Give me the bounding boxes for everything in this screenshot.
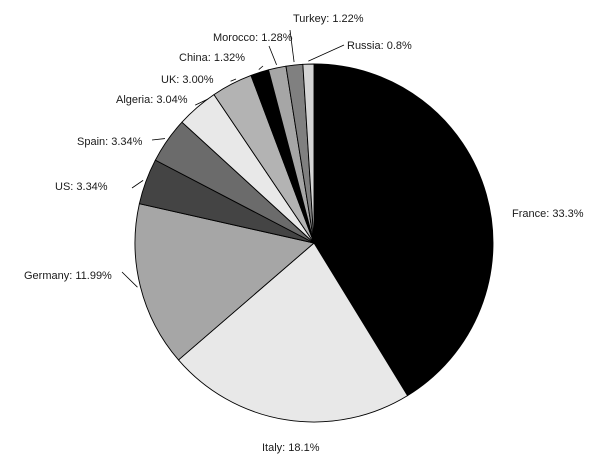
label-germany: Germany: 11.99% <box>24 270 112 282</box>
slice-germany <box>134 203 315 361</box>
slice-france <box>313 63 494 397</box>
label-algeria: Algeria: 3.04% <box>116 94 188 106</box>
label-us: US: 3.34% <box>55 181 108 193</box>
leader-line-russia <box>308 44 345 62</box>
slice-labels: France: 33.3% Italy: 18.1% Germany: 11.9… <box>24 13 584 454</box>
leader-line-morocco <box>268 45 277 66</box>
label-france: France: 33.3% <box>512 208 584 220</box>
leader-line-algeria <box>195 98 209 106</box>
slice-russia <box>302 63 315 244</box>
leader-line-us <box>131 180 144 189</box>
leader-line-spain <box>151 138 165 141</box>
label-italy: Italy: 18.1% <box>262 442 320 454</box>
label-uk: UK: 3.00% <box>161 74 214 86</box>
label-turkey: Turkey: 1.22% <box>293 13 364 25</box>
leader-line-turkey <box>289 29 295 63</box>
label-morocco: Morocco: 1.28% <box>213 32 293 44</box>
slice-italy <box>178 242 408 423</box>
label-china: China: 1.32% <box>179 52 245 64</box>
label-russia: Russia: 0.8% <box>347 40 412 52</box>
label-leader-lines <box>121 29 345 288</box>
leader-line-germany <box>121 271 138 288</box>
leader-line-china <box>258 65 264 70</box>
label-spain: Spain: 3.34% <box>77 136 143 148</box>
leader-line-uk <box>230 78 237 82</box>
pie-slices <box>134 63 494 423</box>
